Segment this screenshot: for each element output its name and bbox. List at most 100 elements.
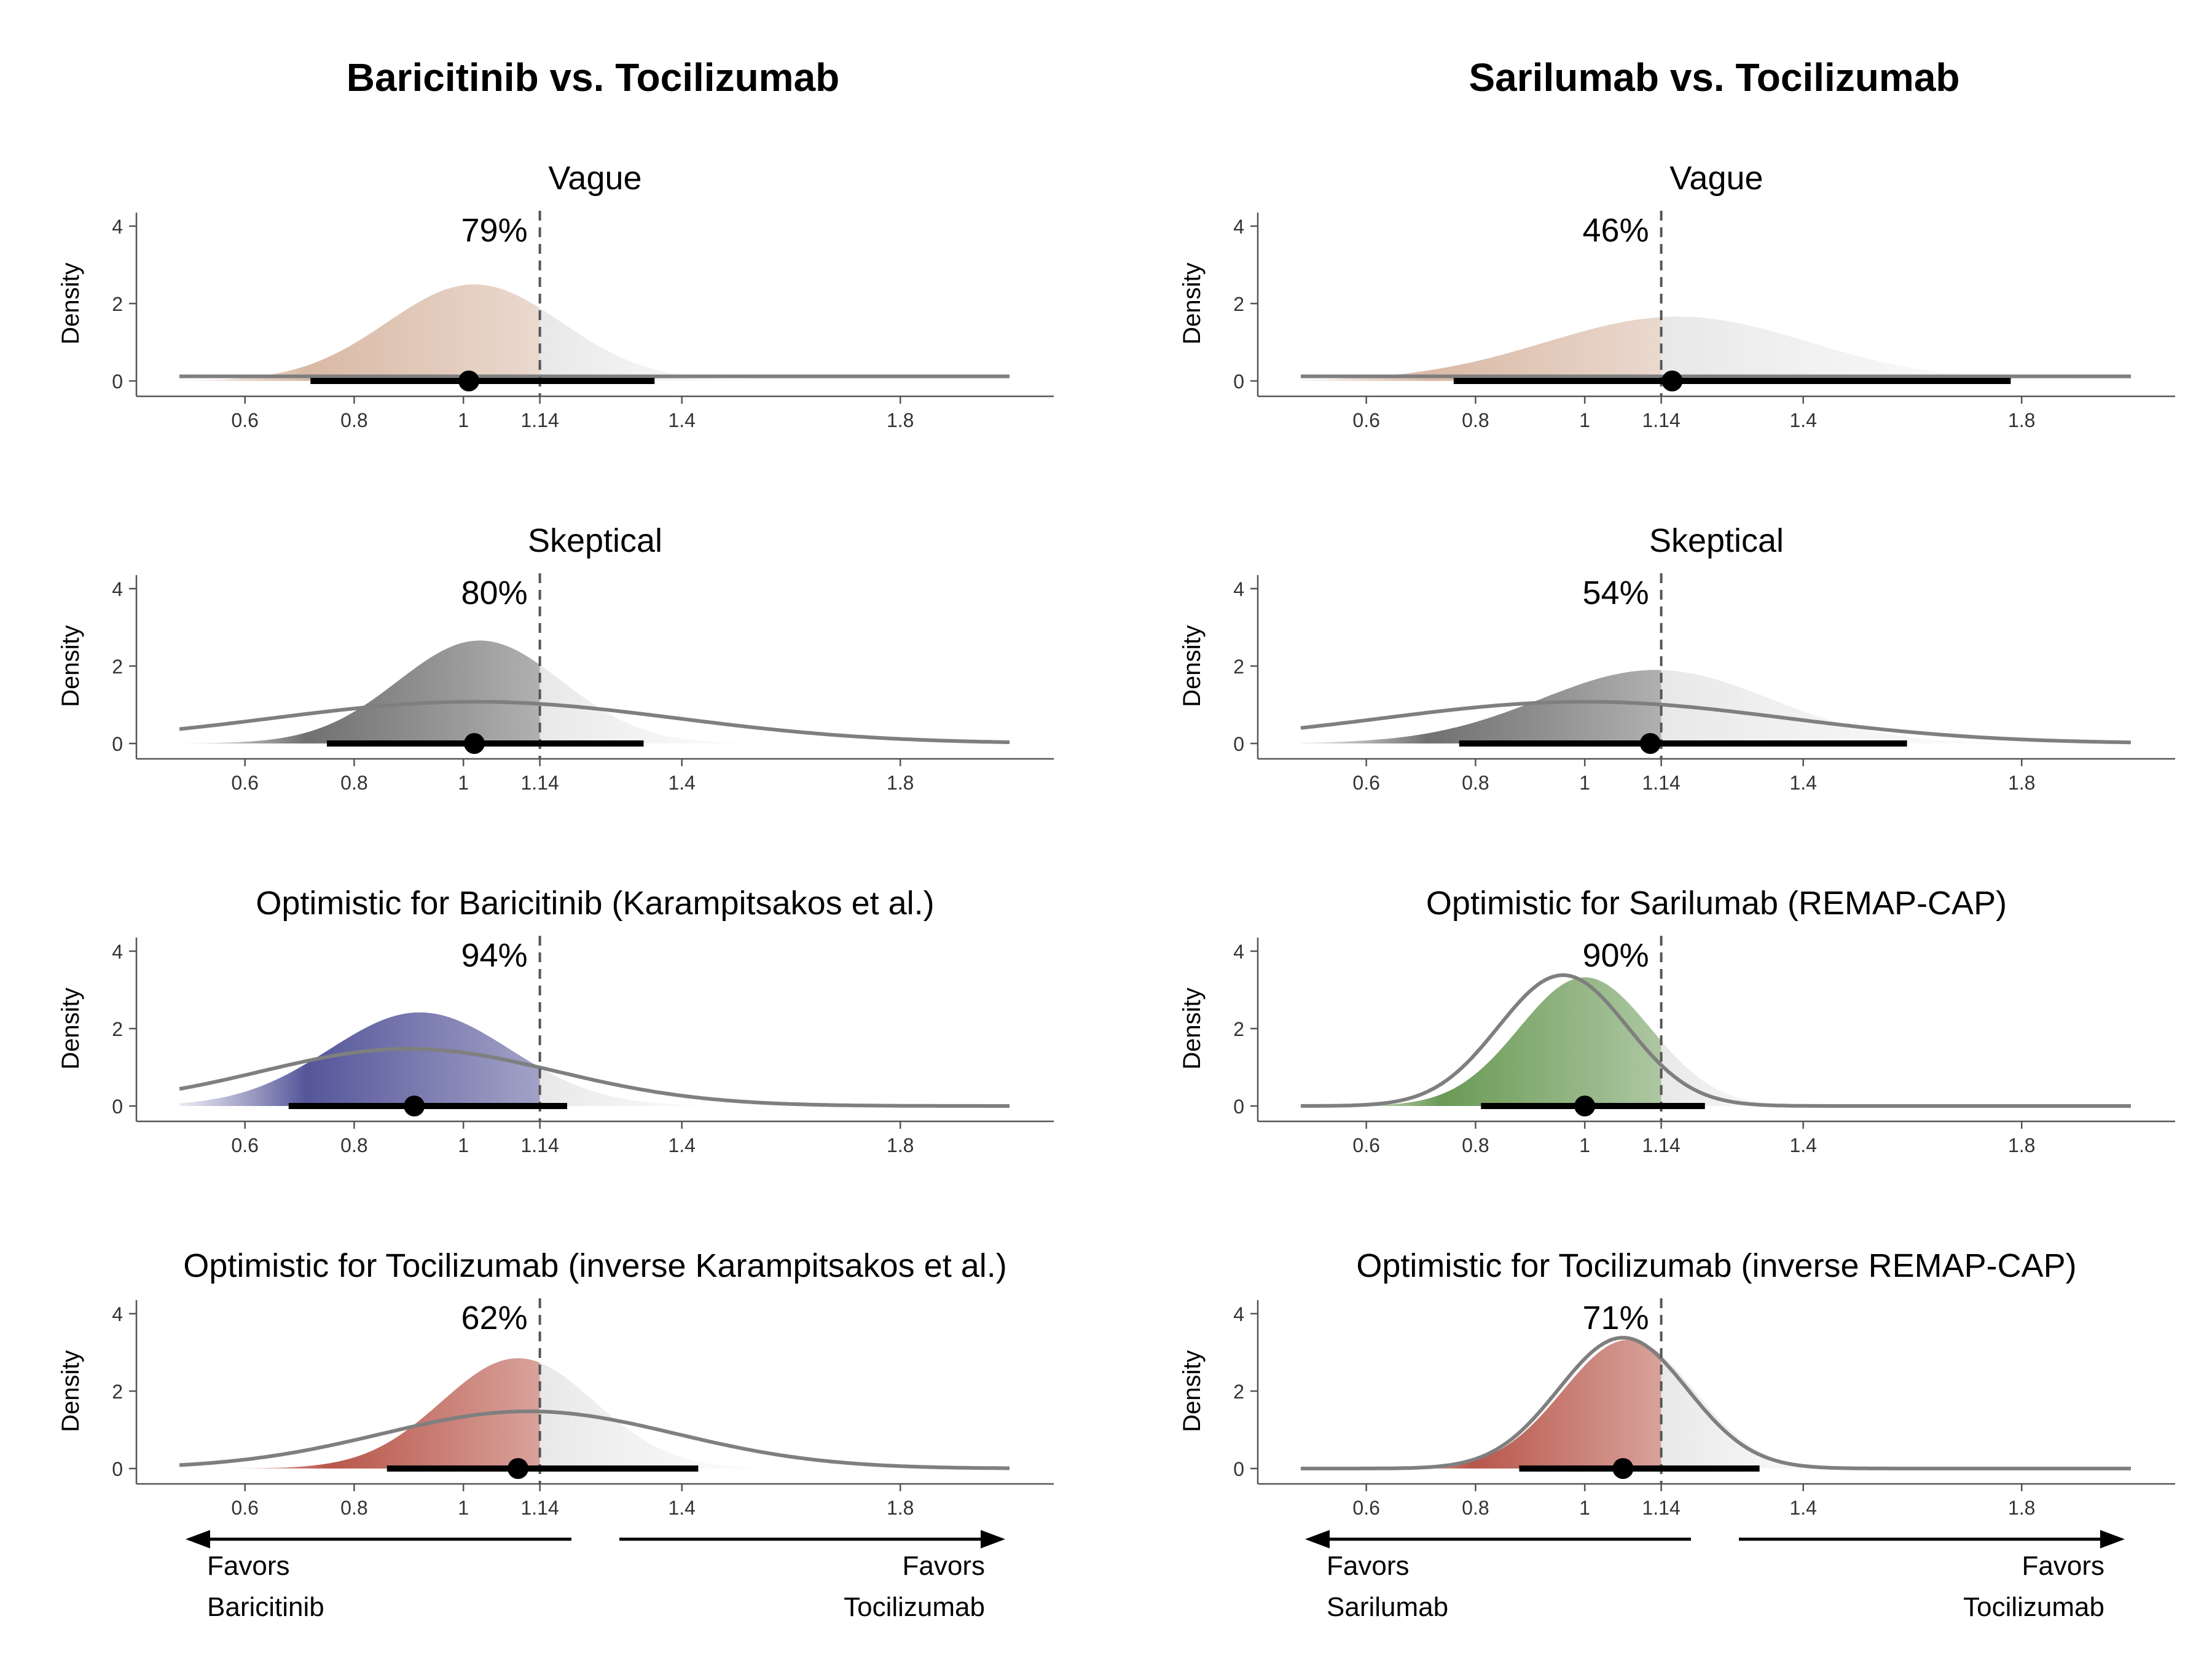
- column-title-sarilumab: Sarilumab vs. Tocilizumab: [1469, 55, 1959, 100]
- x-tick-label: 0.6: [231, 1497, 258, 1519]
- prior-curve: [1300, 700, 2132, 745]
- favors-drug-left-2: Sarilumab: [1327, 1592, 1448, 1622]
- posterior-density: [1301, 316, 2131, 381]
- x-tick-label: 0.8: [1462, 772, 1489, 794]
- y-tick-label: 0: [1233, 371, 1244, 393]
- x-tick-label: 1.8: [887, 409, 914, 431]
- x-tick-label: 1.14: [1642, 1134, 1680, 1156]
- probability-label: 46%: [1583, 212, 1649, 249]
- panel-0-3: Optimistic for Tocilizumab (inverse Kara…: [57, 1247, 1054, 1519]
- posterior-density: [212, 1358, 824, 1469]
- y-axis-label: Density: [57, 262, 84, 344]
- probability-label: 71%: [1583, 1300, 1649, 1336]
- x-tick-label: 0.6: [231, 409, 258, 431]
- panel-title: Skeptical: [1649, 522, 1784, 559]
- point-estimate: [458, 371, 480, 391]
- x-tick-label: 1: [1579, 772, 1590, 794]
- x-tick-label: 0.8: [1462, 1134, 1489, 1156]
- x-tick-label: 1: [458, 1134, 469, 1156]
- favors-drug-left: Baricitinib: [207, 1592, 324, 1622]
- panel-0-0: Vague 0 2 4 0.6 0.8 1 1.14 1.4 1.8 Density 79%: [57, 160, 1054, 431]
- y-tick-label: 4: [112, 941, 123, 963]
- panel-1-2: Optimistic for Sarilumab (REMAP-CAP) 0 2 4 0…: [1179, 885, 2175, 1156]
- x-tick-label: 0.8: [340, 772, 367, 794]
- x-tick-label: 1.4: [1789, 1497, 1816, 1519]
- posterior-density: [1301, 670, 2115, 743]
- x-tick-label: 1.8: [887, 1497, 914, 1519]
- point-estimate: [1612, 1458, 1634, 1479]
- y-tick-label: 0: [1233, 1458, 1244, 1480]
- y-axis-label: Density: [1179, 625, 1206, 707]
- posterior-density: [179, 1012, 780, 1106]
- prior-curve: [179, 1409, 1010, 1470]
- x-tick-label: 0.6: [1352, 1497, 1379, 1519]
- y-axis-label: Density: [57, 1350, 84, 1432]
- point-estimate: [1639, 733, 1661, 754]
- y-tick-label: 0: [1233, 733, 1244, 755]
- x-tick-label: 1.14: [520, 1497, 559, 1519]
- posterior-density: [179, 640, 808, 743]
- x-tick-label: 1.8: [887, 772, 914, 794]
- x-tick-label: 1: [1579, 409, 1590, 431]
- y-tick-label: 4: [112, 216, 123, 238]
- prior-curve: [1301, 1336, 2131, 1470]
- panel-title: Optimistic for Tocilizumab (inverse Kara…: [183, 1247, 1006, 1284]
- x-tick-label: 1.14: [1642, 772, 1680, 794]
- probability-label: 62%: [461, 1300, 528, 1336]
- panel-1-1: Skeptical 0 2 4 0.6 0.8 1 1.14 1.4 1.8 Density 54%: [1179, 522, 2175, 794]
- prior-curve: [1301, 973, 2131, 1108]
- y-tick-label: 4: [1233, 578, 1244, 600]
- panel-title: Optimistic for Baricitinib (Karampitsako…: [256, 885, 934, 922]
- y-tick-label: 4: [112, 578, 123, 600]
- arrowhead-right-icon: [2100, 1530, 2125, 1548]
- x-tick-label: 1.14: [1642, 409, 1680, 431]
- y-tick-label: 4: [1233, 216, 1244, 238]
- probability-label: 90%: [1583, 937, 1649, 974]
- y-tick-label: 0: [112, 1096, 123, 1118]
- x-tick-label: 1: [458, 772, 469, 794]
- x-tick-label: 1: [458, 1497, 469, 1519]
- y-tick-label: 0: [112, 1458, 123, 1480]
- x-tick-label: 1: [1579, 1497, 1590, 1519]
- panels-container: Vague 0 2 4 0.6 0.8 1 1.14 1.4 1.8 Density 79% Skept…: [57, 160, 2175, 1519]
- y-tick-label: 0: [1233, 1096, 1244, 1118]
- x-tick-label: 0.6: [1352, 1134, 1379, 1156]
- x-tick-label: 1.4: [1789, 409, 1816, 431]
- panel-1-0: Vague 0 2 4 0.6 0.8 1 1.14 1.4 1.8 Density 46%: [1179, 160, 2175, 431]
- y-tick-label: 2: [1233, 293, 1244, 315]
- probability-label: 54%: [1583, 575, 1649, 611]
- y-tick-label: 0: [112, 371, 123, 393]
- x-tick-label: 0.8: [1462, 409, 1489, 431]
- favors-label-right: Favors: [903, 1551, 985, 1581]
- y-axis-label: Density: [57, 625, 84, 707]
- favors-label-right-2: Favors: [2022, 1551, 2104, 1581]
- y-tick-label: 4: [112, 1303, 123, 1325]
- favors-drug-right-2: Tocilizumab: [1963, 1592, 2104, 1622]
- panel-title: Optimistic for Sarilumab (REMAP-CAP): [1426, 885, 2007, 922]
- panel-title: Vague: [1669, 160, 1763, 197]
- y-tick-label: 2: [112, 293, 123, 315]
- point-estimate: [463, 733, 485, 754]
- y-tick-label: 4: [1233, 1303, 1244, 1325]
- arrowhead-left-icon: [1305, 1530, 1330, 1548]
- x-tick-label: 0.6: [1352, 772, 1379, 794]
- y-tick-label: 2: [112, 1018, 123, 1040]
- prior-curve: [179, 1046, 1010, 1108]
- probability-label: 79%: [461, 212, 528, 249]
- y-tick-label: 0: [112, 733, 123, 755]
- y-axis-label: Density: [1179, 1350, 1206, 1432]
- x-tick-label: 0.8: [1462, 1497, 1489, 1519]
- point-estimate: [1574, 1096, 1596, 1116]
- y-tick-label: 2: [1233, 1381, 1244, 1403]
- arrowhead-right-icon: [981, 1530, 1005, 1548]
- panel-title: Optimistic for Tocilizumab (inverse REMA…: [1356, 1247, 2076, 1284]
- posterior-density: [1322, 977, 1847, 1106]
- x-tick-label: 1.8: [2008, 1134, 2035, 1156]
- x-tick-label: 1.8: [887, 1134, 914, 1156]
- x-tick-label: 1.14: [520, 772, 559, 794]
- x-tick-label: 1.4: [668, 409, 695, 431]
- x-tick-label: 1.8: [2008, 409, 2035, 431]
- x-tick-label: 1.14: [520, 409, 559, 431]
- favors-label-left: Favors: [207, 1551, 289, 1581]
